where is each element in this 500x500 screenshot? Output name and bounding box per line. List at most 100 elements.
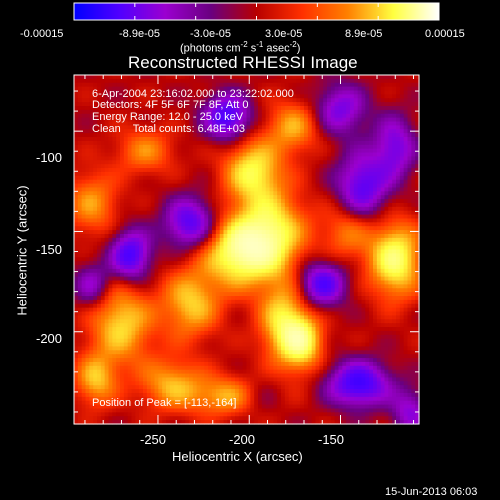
image-pixel bbox=[181, 253, 186, 258]
image-pixel bbox=[173, 241, 179, 247]
image-pixel bbox=[273, 164, 278, 169]
image-pixel bbox=[265, 113, 271, 119]
image-pixel bbox=[89, 129, 94, 134]
image-pixel bbox=[85, 90, 90, 95]
image-pixel bbox=[319, 102, 324, 107]
image-pixel bbox=[334, 175, 340, 181]
image-pixel bbox=[365, 125, 370, 130]
image-pixel bbox=[154, 94, 159, 99]
image-pixel bbox=[323, 168, 328, 173]
image-pixel bbox=[346, 75, 351, 80]
image-pixel bbox=[281, 191, 286, 196]
image-pixel bbox=[127, 125, 133, 130]
image-pixel bbox=[261, 195, 267, 200]
image-pixel bbox=[361, 144, 366, 150]
image-pixel bbox=[89, 78, 94, 84]
image-pixel bbox=[238, 156, 244, 161]
image-pixel bbox=[146, 230, 152, 235]
image-pixel bbox=[227, 129, 232, 134]
image-pixel bbox=[323, 75, 328, 80]
image-pixel bbox=[269, 249, 274, 254]
image-pixel bbox=[323, 133, 328, 138]
image-pixel bbox=[158, 144, 163, 150]
image-pixel bbox=[327, 94, 332, 99]
image-pixel bbox=[146, 148, 152, 154]
image-pixel bbox=[85, 241, 90, 247]
image-pixel bbox=[212, 245, 217, 251]
image-pixel bbox=[93, 78, 98, 84]
image-pixel bbox=[97, 94, 102, 99]
image-pixel bbox=[319, 183, 324, 189]
image-pixel bbox=[292, 144, 297, 150]
image-pixel bbox=[166, 98, 171, 103]
image-pixel bbox=[411, 261, 416, 266]
image-pixel bbox=[380, 253, 386, 258]
image-pixel bbox=[392, 230, 397, 235]
image-pixel bbox=[81, 284, 87, 289]
image-pixel bbox=[250, 257, 255, 262]
image-pixel bbox=[100, 168, 106, 173]
image-pixel bbox=[154, 106, 159, 111]
image-pixel bbox=[338, 265, 343, 270]
image-pixel bbox=[373, 109, 378, 115]
image-pixel bbox=[323, 171, 328, 177]
image-pixel bbox=[143, 206, 148, 212]
image-pixel bbox=[361, 117, 366, 123]
image-pixel bbox=[146, 218, 152, 223]
image-pixel bbox=[296, 187, 301, 192]
image-pixel bbox=[411, 191, 416, 196]
image-pixel bbox=[135, 288, 140, 293]
image-pixel bbox=[235, 214, 240, 220]
image-pixel bbox=[273, 276, 278, 282]
image-pixel bbox=[219, 241, 225, 247]
image-pixel bbox=[315, 75, 320, 80]
image-pixel bbox=[169, 191, 175, 196]
image-pixel bbox=[173, 168, 179, 173]
image-pixel bbox=[89, 171, 94, 177]
image-pixel bbox=[380, 175, 386, 181]
image-pixel bbox=[292, 78, 297, 84]
image-pixel bbox=[361, 133, 366, 138]
image-pixel bbox=[223, 187, 228, 192]
image-pixel bbox=[81, 288, 87, 293]
image-pixel bbox=[192, 78, 198, 84]
image-pixel bbox=[361, 164, 366, 169]
image-pixel bbox=[338, 137, 343, 142]
image-pixel bbox=[258, 206, 263, 212]
image-pixel bbox=[131, 226, 136, 231]
image-pixel bbox=[120, 284, 125, 289]
image-pixel bbox=[246, 164, 251, 169]
image-pixel bbox=[200, 284, 205, 289]
image-pixel bbox=[162, 280, 167, 285]
image-pixel bbox=[399, 199, 405, 204]
image-pixel bbox=[208, 233, 213, 239]
image-pixel bbox=[204, 183, 209, 189]
image-pixel bbox=[342, 253, 347, 258]
image-pixel bbox=[166, 187, 171, 192]
image-pixel bbox=[162, 152, 167, 158]
image-pixel bbox=[334, 129, 340, 134]
image-pixel bbox=[81, 117, 87, 123]
image-pixel bbox=[311, 280, 317, 285]
image-pixel bbox=[296, 113, 301, 119]
image-pixel bbox=[357, 276, 363, 282]
image-pixel bbox=[116, 98, 121, 103]
image-pixel bbox=[384, 206, 389, 212]
image-pixel bbox=[403, 210, 409, 216]
image-pixel bbox=[238, 210, 244, 216]
image-pixel bbox=[246, 152, 251, 158]
image-pixel bbox=[150, 253, 156, 258]
image-pixel bbox=[396, 133, 401, 138]
image-pixel bbox=[112, 268, 117, 274]
image-pixel bbox=[238, 133, 244, 138]
image-pixel bbox=[376, 257, 382, 262]
image-pixel bbox=[104, 179, 110, 185]
image-pixel bbox=[231, 233, 236, 239]
image-pixel bbox=[411, 199, 416, 204]
image-pixel bbox=[357, 222, 363, 227]
image-pixel bbox=[296, 175, 301, 181]
image-pixel bbox=[238, 222, 244, 227]
image-pixel bbox=[143, 195, 148, 200]
image-pixel bbox=[411, 222, 416, 227]
image-pixel bbox=[277, 191, 282, 196]
